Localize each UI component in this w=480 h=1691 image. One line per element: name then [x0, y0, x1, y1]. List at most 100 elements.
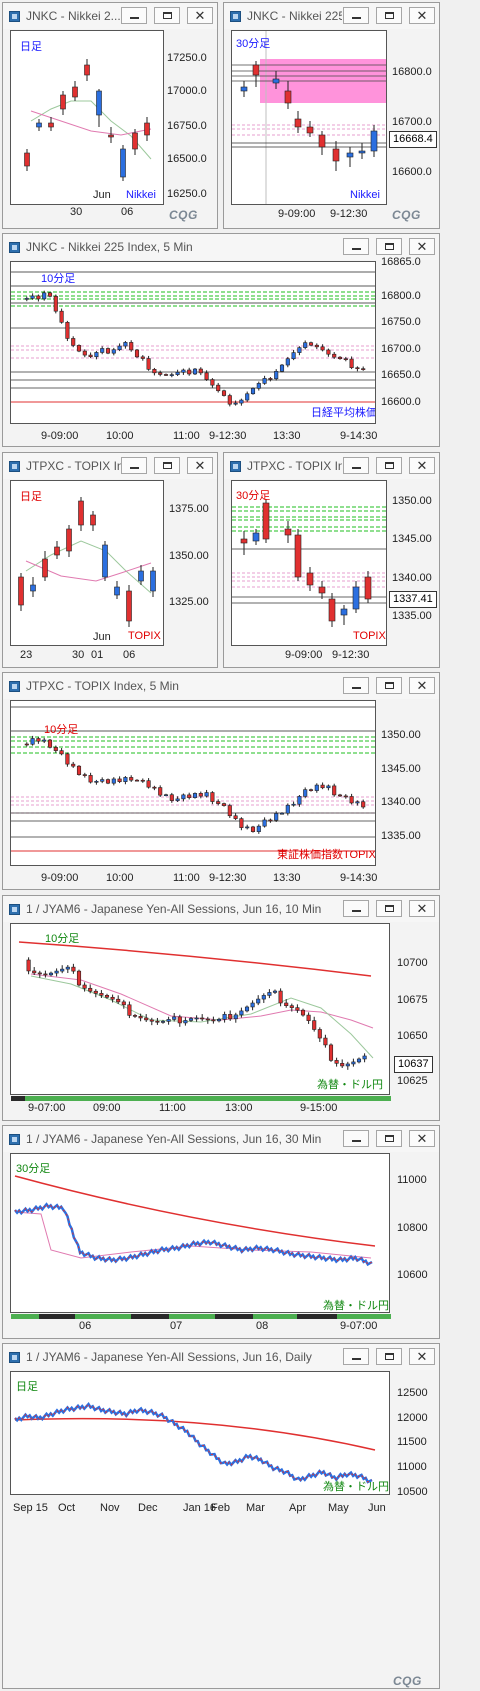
chart-window-nikkei-5min[interactable]: JNKC - Nikkei 225 Index, 5 Min ✕ 10分足 日経… — [2, 233, 440, 447]
price-plot[interactable]: 10分足 為替・ドル円 — [10, 923, 390, 1095]
title-bar[interactable]: 1 / JYAM6 - Japanese Yen-All Sessions, J… — [3, 1126, 439, 1152]
maximize-button[interactable] — [376, 457, 402, 474]
candle-body — [294, 534, 302, 578]
candle-body — [105, 779, 111, 784]
price-plot[interactable]: 30分足 Nikkei — [231, 30, 387, 205]
app-icon — [230, 11, 241, 22]
candle-body — [308, 342, 314, 346]
maximize-button[interactable] — [376, 1130, 402, 1147]
minimize-button[interactable] — [343, 457, 369, 474]
y-tick: 10800 — [397, 1222, 428, 1234]
maximize-button[interactable] — [376, 7, 402, 24]
candle-body — [59, 310, 64, 323]
minimize-button[interactable] — [121, 7, 147, 24]
close-button[interactable]: ✕ — [409, 1130, 435, 1147]
chart-window-topix-daily[interactable]: JTPXC - TOPIX In... ✕ 日足 TOPIX 1375.00 1… — [2, 452, 218, 668]
candle-body — [318, 134, 326, 148]
candle-body — [351, 1061, 356, 1065]
price-plot[interactable]: 日足 Nikkei — [10, 30, 164, 205]
chart-window-yen-30min[interactable]: 1 / JYAM6 - Japanese Yen-All Sessions, J… — [2, 1125, 440, 1339]
candle-body — [361, 801, 366, 808]
x-tick: Dec — [138, 1502, 158, 1514]
candle-body — [94, 352, 99, 358]
candle-body — [54, 546, 60, 556]
candle-body — [102, 544, 108, 578]
candle-body — [312, 1020, 317, 1030]
x-tick: 30 — [70, 206, 83, 218]
close-button[interactable]: ✕ — [409, 7, 435, 24]
candle-body — [24, 152, 30, 167]
candle-body — [155, 1020, 160, 1023]
candle-body — [71, 338, 76, 346]
title-bar[interactable]: JTPXC - TOPIX Index, 5 Min ✕ — [3, 673, 439, 699]
chart-window-nikkei-daily[interactable]: JNKC - Nikkei 2... ✕ 日足 Nikkei 17250.0 1… — [2, 2, 218, 229]
price-line-overlay — [14, 1403, 373, 1483]
candlestick-chart — [24, 59, 152, 181]
candle-body — [303, 342, 308, 348]
candle-body — [228, 1014, 233, 1020]
chart-window-nikkei-30min[interactable]: JNKC - Nikkei 225 ... ✕ 30分足 Nikkei 1680… — [223, 2, 440, 229]
candle-body — [291, 352, 296, 360]
minimize-button[interactable] — [343, 7, 369, 24]
x-tick: 9-12:30 — [330, 208, 368, 220]
candle-body — [267, 992, 272, 996]
minimize-button[interactable] — [343, 1348, 369, 1365]
candle-body — [240, 538, 248, 544]
candle-body — [308, 789, 314, 791]
maximize-button[interactable] — [376, 900, 402, 917]
price-plot[interactable]: 10分足 日経平均株価 — [10, 261, 376, 424]
candle-body — [100, 779, 105, 782]
chart-window-yen-daily[interactable]: 1 / JYAM6 - Japanese Yen-All Sessions, J… — [2, 1343, 440, 1689]
y-tick: 1345.00 — [392, 533, 432, 545]
y-tick: 16700.0 — [392, 116, 432, 128]
candle-body — [144, 122, 150, 136]
candlestick-chart — [11, 271, 375, 407]
y-tick: 1350.00 — [392, 495, 432, 507]
title-bar[interactable]: JNKC - Nikkei 225 ... ✕ — [224, 3, 439, 29]
y-tick: 11500 — [397, 1436, 427, 1448]
minimize-button[interactable] — [343, 900, 369, 917]
candle-body — [227, 395, 232, 405]
close-button[interactable]: ✕ — [409, 677, 435, 694]
maximize-button[interactable] — [376, 238, 402, 255]
price-plot[interactable]: 10分足 東証株価指数TOPIX — [10, 700, 376, 866]
title-bar[interactable]: JNKC - Nikkei 2... ✕ — [3, 3, 217, 29]
window-title: JNKC - Nikkei 225 Index, 5 Min — [26, 240, 193, 254]
minimize-button[interactable] — [121, 457, 147, 474]
price-plot[interactable]: 30分足 為替・ドル円 — [10, 1153, 390, 1313]
close-button[interactable]: ✕ — [409, 900, 435, 917]
minimize-button[interactable] — [343, 677, 369, 694]
minimize-button[interactable] — [343, 238, 369, 255]
price-plot[interactable]: 日足 為替・ドル円 — [10, 1371, 390, 1495]
chart-window-topix-30min[interactable]: JTPXC - TOPIX Ind... ✕ 30分足 TOPIX 1350.0… — [223, 452, 440, 668]
candle-body — [221, 390, 227, 396]
price-plot[interactable]: 30分足 TOPIX — [231, 480, 387, 646]
close-button[interactable]: ✕ — [409, 457, 435, 474]
maximize-button[interactable] — [376, 1348, 402, 1365]
title-bar[interactable]: JNKC - Nikkei 225 Index, 5 Min ✕ — [3, 234, 439, 260]
price-plot[interactable]: 日足 TOPIX — [10, 480, 164, 646]
y-tick: 17250.0 — [167, 52, 207, 64]
candle-body — [250, 826, 256, 832]
title-bar[interactable]: 1 / JYAM6 - Japanese Yen-All Sessions, J… — [3, 896, 439, 922]
candle-body — [221, 803, 227, 806]
candle-body — [352, 586, 360, 610]
x-tick: 09:00 — [93, 1102, 121, 1114]
title-bar[interactable]: JTPXC - TOPIX Ind... ✕ — [224, 453, 439, 479]
session-strip — [11, 1096, 391, 1101]
minimize-button[interactable] — [343, 1130, 369, 1147]
title-bar[interactable]: 1 / JYAM6 - Japanese Yen-All Sessions, J… — [3, 1344, 439, 1370]
candle-body — [132, 132, 138, 150]
maximize-button[interactable] — [154, 457, 180, 474]
chart-window-yen-10min[interactable]: 1 / JYAM6 - Japanese Yen-All Sessions, J… — [2, 895, 440, 1121]
close-button[interactable]: ✕ — [187, 7, 213, 24]
chart-window-topix-5min[interactable]: JTPXC - TOPIX Index, 5 Min ✕ 10分足 東証株価指数… — [2, 672, 440, 890]
title-bar[interactable]: JTPXC - TOPIX In... ✕ — [3, 453, 217, 479]
x-tick: 10:00 — [106, 430, 134, 442]
close-button[interactable]: ✕ — [409, 1348, 435, 1365]
close-button[interactable]: ✕ — [409, 238, 435, 255]
maximize-button[interactable] — [376, 677, 402, 694]
maximize-button[interactable] — [154, 7, 180, 24]
candle-body — [134, 349, 140, 358]
close-button[interactable]: ✕ — [187, 457, 213, 474]
